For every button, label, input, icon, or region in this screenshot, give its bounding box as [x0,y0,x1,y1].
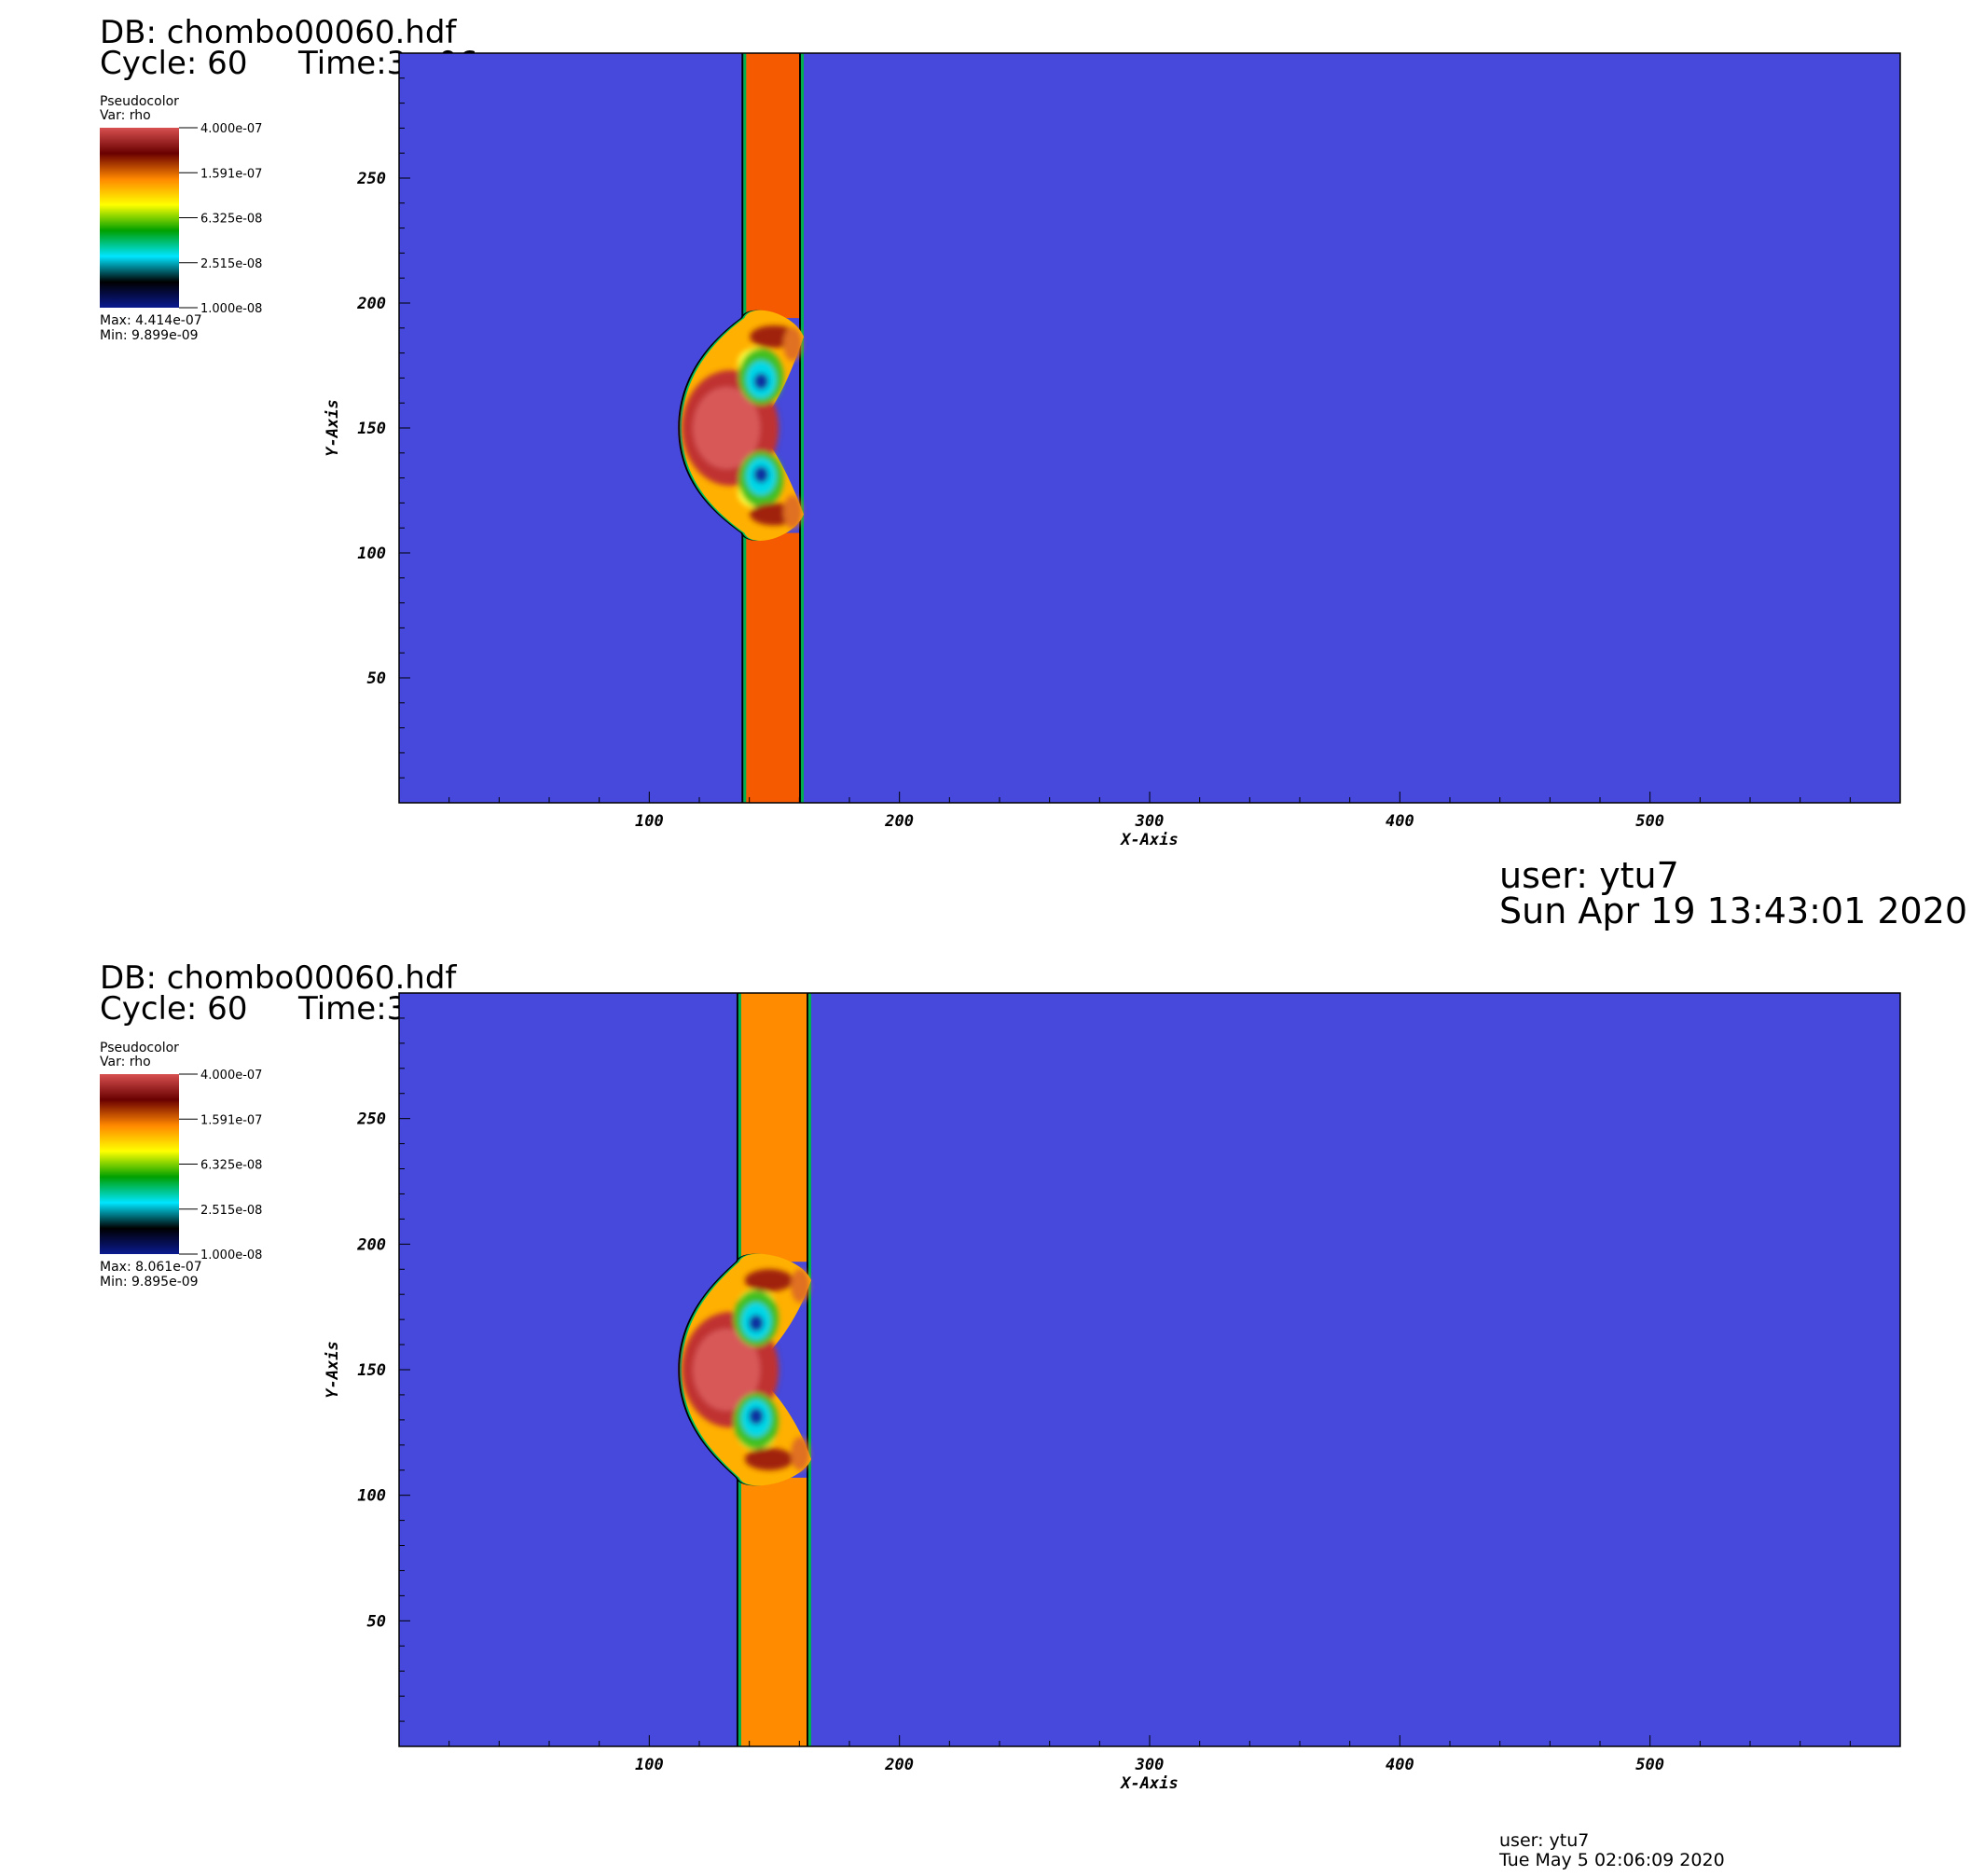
dark-lobe-lower [753,466,769,483]
colorbar-tick-label: 2.515e-08 [200,1204,262,1218]
cycle-label: Cycle: 60 [100,45,248,82]
x-tick-label: 200 [884,1756,914,1774]
x-tick-label: 300 [1135,812,1165,831]
background-region [399,993,1900,1746]
rim-orange-lower [791,1437,810,1470]
background-region [399,53,1900,803]
legend-var: Var: rho [100,1055,151,1069]
date-label: Sun Apr 19 13:43:01 2020 [1499,890,1968,931]
rim-orange-upper [783,327,803,361]
band-edge-dark [799,53,802,803]
plot-panel: DB: chombo00060.hdf Cycle: 60 Time:3e-06… [0,938,1986,1876]
dense-core-inner [693,1329,761,1411]
y-tick-label: 50 [367,1612,386,1631]
density-band-lower [738,1477,810,1746]
colorbar-tick-label: 4.000e-07 [200,122,262,136]
legend-plot-type: Pseudocolor [100,94,179,109]
y-tick-label: 50 [367,669,386,688]
band-edge-dark [807,993,809,1746]
colorbar-tick-label: 1.000e-08 [200,1248,262,1262]
legend-max: Max: 4.414e-07 [100,313,202,328]
y-tick-label: 100 [357,545,386,563]
rim-orange-upper [791,1269,810,1303]
legend-var: Var: rho [100,108,151,123]
x-tick-label: 500 [1635,812,1664,831]
band-edge-green [801,53,805,803]
colorbar-tick-label: 2.515e-08 [200,257,262,271]
colorbar-tick-label: 1.591e-07 [200,1113,262,1127]
x-tick-label: 100 [635,1756,664,1774]
y-tick-label: 150 [357,420,386,438]
x-tick-label: 200 [884,812,914,831]
plot-panel: DB: chombo00060.hdf Cycle: 60 Time:3e-06… [100,14,1968,931]
density-field [399,53,1900,803]
dark-lobe-upper [748,1315,764,1331]
density-band-upper [738,993,810,1262]
bubble-structures [682,325,803,529]
bubble-structures [682,1269,810,1470]
colorbar [100,1074,179,1254]
y-tick-label: 200 [356,1235,386,1254]
colorbar-tick-label: 1.591e-07 [200,167,262,181]
x-tick-label: 400 [1386,812,1414,831]
cycle-label: Cycle: 60 [100,990,248,1028]
date-label: Tue May 5 02:06:09 2020 [1499,1850,1725,1870]
colorbar-tick-label: 1.000e-08 [200,302,262,316]
y-tick-label: 150 [357,1361,386,1380]
colorbar [100,128,179,308]
density-band-lower [744,532,803,803]
dark-lobe-lower [748,1408,764,1425]
x-tick-label: 400 [1386,1756,1414,1774]
y-tick-label: 200 [356,295,386,313]
band-edge-green [808,993,812,1746]
dark-lobe-upper [753,373,769,390]
colorbar-tick-label: 6.325e-08 [200,1159,262,1173]
y-axis-title: Y-Axis [324,399,342,456]
y-tick-label: 250 [356,170,386,188]
density-field [399,993,1900,1746]
db-label: DB: chombo00060.hdf [100,959,457,997]
x-tick-label: 300 [1135,1756,1165,1774]
colorbar-tick-label: 6.325e-08 [200,213,262,227]
x-axis-title: X-Axis [1119,831,1178,849]
x-tick-label: 100 [635,812,664,831]
x-axis-title: X-Axis [1119,1774,1178,1793]
axis-ticks [399,1017,1851,1746]
dense-core-inner [693,387,761,469]
user-label: user: ytu7 [1499,1830,1590,1851]
rim-orange-lower [783,495,803,529]
rim-dark-lower [744,1447,793,1470]
legend-min: Min: 9.899e-09 [100,328,199,343]
legend-max: Max: 8.061e-07 [100,1260,202,1275]
y-tick-label: 250 [356,1110,386,1129]
pseudocolor-plot: 100 200 300 400 500 50 100 150 200 250 X-Axis Y-Axi… [100,52,1901,849]
legend-plot-type: Pseudocolor [100,1041,179,1055]
axis-ticks [399,77,1851,803]
user-label: user: ytu7 [1499,855,1679,896]
rim-dark-upper [744,1269,793,1292]
legend-min: Min: 9.895e-09 [100,1275,199,1290]
colorbar-tick-label: 4.000e-07 [200,1069,262,1083]
density-band-upper [744,53,803,319]
x-tick-label: 500 [1635,1756,1664,1774]
pseudocolor-plot: 100 200 300 400 500 50 100 150 200 250 X-Axis Y-Axi… [100,992,1901,1793]
y-tick-label: 100 [357,1487,386,1506]
y-axis-title: Y-Axis [324,1341,342,1398]
db-label: DB: chombo00060.hdf [100,14,457,51]
